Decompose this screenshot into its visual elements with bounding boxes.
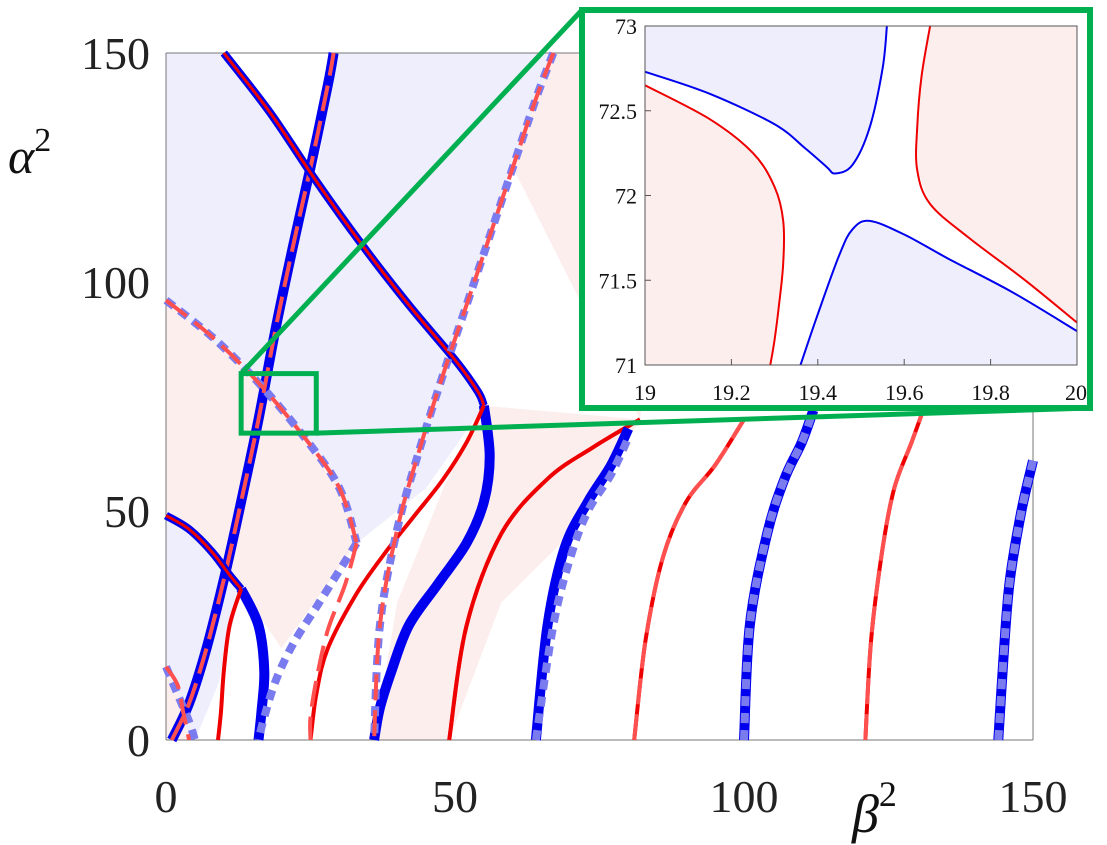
inset-region-left (645, 85, 784, 366)
x-tick-label-0: 0 (155, 771, 178, 822)
curve-blue-solid-thick-4 (369, 405, 495, 741)
curve-red-solid-22 (632, 418, 746, 741)
curve-light-blue-dashed-25 (740, 408, 818, 741)
main-plot-curves (162, 50, 1038, 743)
inset-region-top-left (645, 26, 887, 174)
curve-red-dashed-1 (169, 52, 336, 741)
zoom-connector-bottom (316, 405, 1091, 436)
inset-regions (645, 26, 1077, 366)
x-tick-label-150: 150 (999, 771, 1068, 822)
curve-red-solid-thin-3 (222, 52, 486, 407)
curve-red-solid-26 (863, 409, 926, 741)
curve-blue-solid-thick-20 (530, 426, 633, 741)
curve-red-dashed-15 (164, 665, 192, 741)
x-axis-label-exponent: 2 (879, 774, 897, 814)
inset-curve-blue-2 (799, 219, 1078, 366)
curve-light-blue-dashed-29 (994, 459, 1037, 741)
y-tick-label-50: 50 (104, 486, 150, 537)
x-axis-label: β2 (851, 774, 897, 844)
y-axis-label-exponent: 2 (34, 122, 51, 159)
y-axis-label-base: α (8, 128, 36, 184)
shaded-region-1 (316, 53, 554, 406)
inset-tick-labels: 19 19.2 19.4 19.6 19.8 20 71 71.5 72 72.5 73 (599, 14, 1088, 405)
shaded-region-0 (166, 53, 484, 544)
inset-x-tick-label-19.4: 19.4 (799, 380, 838, 405)
curve-red-dashed-17 (372, 52, 556, 741)
zoom-connector-top (239, 8, 584, 376)
inset-x-tick-label-19.8: 19.8 (971, 380, 1010, 405)
inset-y-tick-label-72.5: 72.5 (599, 99, 638, 124)
curve-light-blue-dashed-16 (370, 51, 558, 741)
inset-x-tick-label-19.6: 19.6 (885, 380, 924, 405)
curve-light-blue-dashed-21 (531, 435, 633, 741)
x-axis-label-base: β (851, 784, 879, 844)
inset-y-tick-label-71: 71 (615, 353, 637, 378)
main-plot-regions (166, 53, 687, 740)
curve-red-dashed-23 (632, 418, 746, 741)
curve-blue-solid-thick-24 (739, 408, 819, 741)
inset-region-bottom (800, 220, 1077, 365)
inset-curve-red-1 (644, 84, 786, 366)
x-tick-label-100: 100 (710, 771, 779, 822)
curve-red-solid-9 (216, 588, 244, 741)
inset-x-tick-label-19.2: 19.2 (712, 380, 751, 405)
inset-frame (644, 25, 1078, 366)
y-tick-label-100: 100 (81, 257, 150, 308)
curve-red-dashed-11 (164, 298, 359, 544)
y-tick-label-150: 150 (81, 28, 150, 79)
curve-light-blue-dashed-12 (254, 540, 361, 741)
inset-y-tick-label-73: 73 (615, 14, 637, 39)
inset-curve-red-3 (915, 25, 1078, 324)
curve-red-solid-19 (447, 417, 642, 741)
curve-red-solid-5 (308, 404, 486, 741)
curve-red-dashed-13 (308, 542, 359, 741)
inset-x-tick-label-20: 20 (1065, 380, 1087, 405)
inset-y-tick-label-71.5: 71.5 (599, 268, 638, 293)
inset-curve-blue-0 (644, 25, 888, 175)
y-axis-label: α2 (8, 122, 51, 184)
inset-y-tick-label-72: 72 (615, 184, 637, 209)
main-tick-labels: 0 50 100 150 0 50 100 150 (81, 28, 1068, 822)
shaded-region-3 (374, 405, 640, 740)
zoom-box (238, 371, 319, 436)
inset-highlight-border (579, 7, 1093, 411)
curve-red-dashed-27 (863, 409, 926, 741)
inset-plot: 19 19.2 19.4 19.6 19.8 20 71 71.5 72 72.5 73 (579, 7, 1093, 411)
y-tick-label-0: 0 (127, 715, 150, 766)
zoom-callout (238, 8, 1091, 436)
inset-curves (644, 25, 1078, 366)
x-tick-label-50: 50 (432, 771, 478, 822)
curve-red-solid-thin-7 (165, 514, 243, 590)
shaded-region-2 (166, 300, 357, 649)
inset-region-right (917, 26, 1077, 323)
curve-light-blue-dashed-14 (162, 665, 199, 742)
inset-x-tick-label-19: 19 (634, 380, 656, 405)
